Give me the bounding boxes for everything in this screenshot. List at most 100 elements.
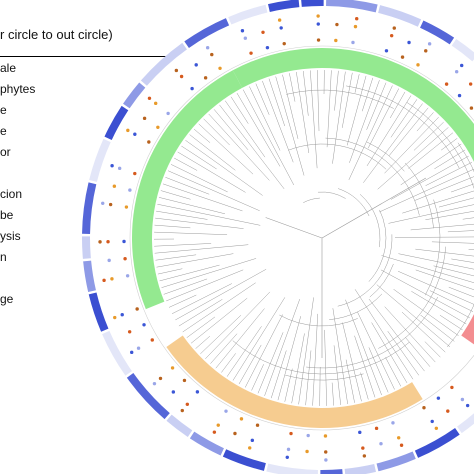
leaf-branch	[416, 112, 434, 132]
leaf-branch	[251, 364, 264, 391]
annotation-ring-segment	[326, 0, 378, 13]
leaf-branch	[431, 241, 474, 244]
annotation-ring-segment	[222, 449, 266, 471]
leaf-branch	[363, 103, 423, 183]
annotation-ring-segment	[140, 42, 187, 86]
trait-dot	[133, 132, 137, 136]
leaf-branch	[312, 313, 319, 406]
trait-dot	[460, 63, 464, 68]
trait-dot	[249, 51, 253, 55]
leaf-branch	[210, 333, 238, 364]
trait-dot	[240, 29, 245, 33]
leaf-branch	[168, 294, 197, 308]
trait-dots	[98, 14, 474, 462]
leaf-branch	[379, 168, 474, 213]
leaf-branch	[424, 341, 441, 358]
leaf-branch	[242, 89, 295, 186]
clade-band-green	[131, 70, 243, 310]
trait-dot	[358, 430, 362, 435]
leaf-branch	[397, 270, 474, 305]
trait-dot	[190, 86, 194, 91]
trait-dot	[427, 42, 432, 46]
leaf-branch	[185, 140, 263, 196]
trait-dot	[233, 431, 237, 436]
internal-branch	[366, 141, 405, 172]
trait-dot	[430, 419, 434, 424]
leaf-branch	[181, 145, 217, 170]
leaf-branch	[380, 269, 470, 319]
trait-dot	[407, 40, 411, 45]
leaf-branch	[166, 269, 244, 302]
leaf-branch	[388, 107, 429, 157]
trait-dot	[122, 239, 126, 244]
annotation-ring-segment	[166, 414, 193, 437]
trait-dot	[142, 323, 146, 327]
leaf-branch	[385, 357, 402, 387]
trait-dot	[136, 346, 141, 350]
leaf-branch	[448, 286, 474, 298]
leaf-branch	[326, 70, 332, 148]
trait-dot	[182, 378, 187, 383]
trait-dot	[316, 22, 320, 26]
trait-dot	[323, 434, 328, 438]
leaf-branch	[415, 248, 474, 257]
leaf-branch	[154, 224, 191, 229]
trait-dot	[289, 431, 293, 436]
leaf-branch	[170, 164, 228, 193]
leaf-branch	[264, 298, 301, 396]
trait-dot	[205, 46, 210, 50]
trait-dot	[353, 24, 358, 29]
internal-branch	[329, 293, 383, 320]
trait-dot	[101, 201, 105, 205]
leaf-branch	[348, 85, 393, 181]
annotation-ring-segment	[88, 292, 109, 332]
trait-dot	[123, 256, 127, 261]
leaf-branch	[390, 99, 418, 138]
internal-branch	[306, 296, 439, 369]
trait-dot	[128, 188, 132, 192]
trait-dot	[153, 101, 158, 106]
trait-dot	[396, 436, 401, 440]
trait-dot	[335, 22, 339, 27]
leaf-branch	[174, 157, 198, 171]
leaf-branch	[230, 96, 249, 124]
leaf-branch	[360, 372, 369, 400]
trait-dot	[98, 240, 102, 244]
trait-dot	[285, 455, 289, 459]
leaf-branch	[195, 335, 211, 349]
trait-dot	[351, 40, 355, 45]
trait-dot	[468, 82, 473, 86]
leaf-branch	[154, 244, 249, 254]
leaf-branch	[389, 91, 406, 119]
leaf-branch	[161, 258, 257, 288]
leaf-branch	[178, 299, 223, 327]
trait-dot	[194, 63, 198, 67]
leaf-branch	[376, 284, 451, 348]
leaf-branch	[167, 170, 260, 212]
trait-dot	[248, 446, 252, 450]
legend-title: r circle to out circle)	[0, 27, 113, 42]
annotation-ring-segment	[268, 0, 300, 12]
leaf-branch	[159, 264, 220, 282]
leaf-branch	[175, 269, 267, 321]
trait-dot	[460, 397, 465, 402]
leaf-branch	[282, 74, 299, 139]
trait-dot	[210, 52, 214, 57]
leaf-branch	[236, 92, 281, 167]
trait-dot	[250, 438, 255, 443]
trait-dot	[446, 409, 450, 413]
annotation-ring-segment	[266, 463, 318, 474]
leaf-branch	[303, 71, 309, 116]
trait-dot	[279, 26, 283, 30]
annotation-ring-segment	[189, 431, 224, 456]
leaf-branch	[371, 322, 408, 384]
trait-dot	[112, 184, 117, 188]
trait-dot	[261, 30, 265, 34]
leaf-branch	[354, 289, 414, 380]
trait-dot	[434, 426, 439, 430]
internal-branch	[337, 234, 393, 307]
leaf-branch	[190, 297, 248, 344]
internal-branch	[405, 162, 434, 229]
annotation-ring-segment	[344, 464, 376, 474]
leaf-branch	[198, 123, 254, 175]
